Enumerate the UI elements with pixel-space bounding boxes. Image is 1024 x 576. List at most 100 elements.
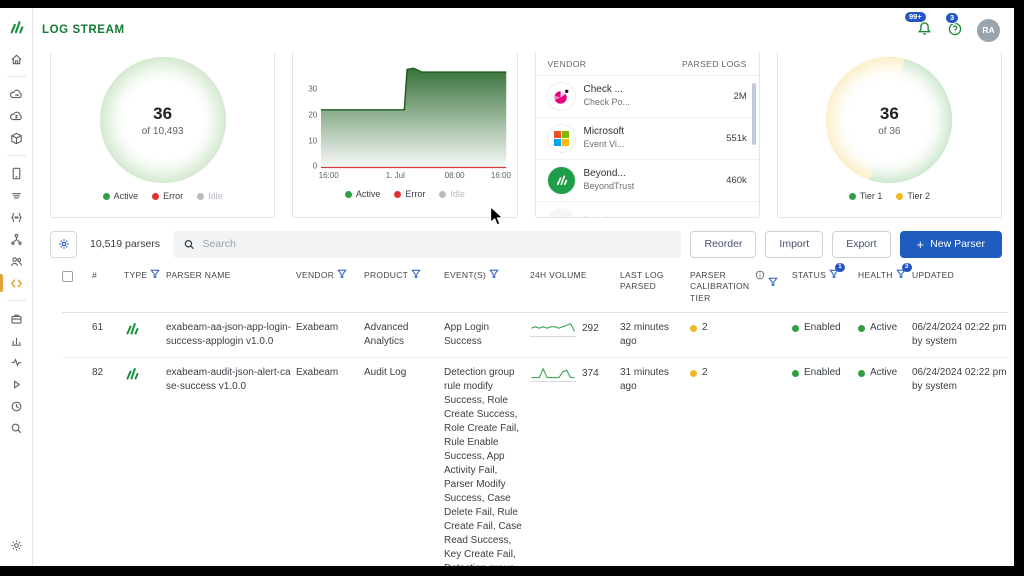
- sidebar-item-routing[interactable]: [0, 228, 33, 250]
- export-button[interactable]: Export: [832, 230, 891, 258]
- col-last-log[interactable]: LAST LOG PARSED: [620, 270, 664, 292]
- vendor-row-beyondtrust[interactable]: Beyond... BeyondTrust 460k: [535, 160, 759, 202]
- sidebar-item-cloud-collectors[interactable]: [0, 83, 33, 105]
- sidebar-item-parsers-active[interactable]: [0, 272, 33, 294]
- table-row[interactable]: 61 exabeam-aa-json-app-login-success-app…: [62, 313, 1008, 359]
- help-button[interactable]: 3: [945, 11, 963, 42]
- search-icon: [184, 239, 194, 249]
- col-status[interactable]: STATUS 1: [792, 263, 856, 282]
- status-donut-chart: 36 of 10,493: [99, 57, 226, 183]
- gear-icon: [58, 239, 69, 249]
- filter-icon[interactable]: [337, 269, 347, 282]
- parser-name[interactable]: exabeam-audit-json-alert-case-success v1…: [166, 367, 291, 393]
- import-button[interactable]: Import: [765, 230, 824, 258]
- filter-icon[interactable]: [150, 269, 161, 282]
- vendor-row-zscaler[interactable]: Zscaler: [536, 202, 759, 217]
- sidebar-item-dashboards[interactable]: [0, 329, 33, 351]
- col-health[interactable]: HEALTH 3: [858, 263, 912, 282]
- code-icon: [10, 278, 22, 288]
- parsed-logs-value: 551k: [726, 133, 747, 144]
- stacked-lines-icon: [11, 192, 21, 198]
- volume-cell: 292: [530, 321, 618, 338]
- calibration-tier: 2: [690, 366, 790, 380]
- tier-legend: Tier 1 Tier 2: [848, 191, 930, 201]
- vendor-scrollbar[interactable]: [751, 83, 756, 145]
- filter-icon-with-badge[interactable]: 1: [829, 263, 845, 282]
- active-dot: [102, 192, 110, 200]
- tier-donut-subtitle: of 36: [878, 125, 901, 137]
- table-body: 61 exabeam-aa-json-app-login-success-app…: [62, 313, 1008, 566]
- sidebar-item-log-feeds[interactable]: [0, 184, 33, 206]
- col-calibration-tier[interactable]: PARSER CALIBRATION TIER: [690, 270, 790, 304]
- sidebar-item-home[interactable]: [0, 48, 33, 70]
- tier-dot: [690, 370, 697, 378]
- avatar[interactable]: RA: [977, 18, 1000, 42]
- filter-icon[interactable]: [411, 269, 421, 282]
- help-badge: 3: [945, 11, 960, 24]
- sidebar: [0, 8, 33, 566]
- sidebar-item-automation[interactable]: [0, 373, 33, 395]
- row-number: 82: [92, 367, 104, 379]
- x-axis-labels: 16:00 1. Jul 08:00 16:00: [318, 171, 511, 180]
- sidebar-item-history[interactable]: [0, 395, 33, 417]
- table-settings-button[interactable]: [50, 230, 77, 258]
- sidebar-divider: [6, 300, 26, 301]
- table-header-row: # TYPE PARSER NAME VENDOR PRODUCT EVENT(…: [62, 263, 1008, 314]
- col-events[interactable]: EVENT(S): [444, 269, 528, 282]
- ytick-30: 30: [308, 84, 318, 94]
- search-input[interactable]: [202, 238, 672, 250]
- col-number[interactable]: #: [92, 270, 98, 280]
- sidebar-item-cloud-storage[interactable]: [0, 105, 33, 127]
- col-type[interactable]: TYPE: [124, 269, 164, 282]
- status-legend: Active Error Idle: [102, 191, 223, 201]
- search-bar[interactable]: [173, 230, 682, 258]
- col-vendor[interactable]: VENDOR: [296, 269, 362, 282]
- filter-icon[interactable]: [768, 277, 778, 290]
- mouse-cursor: [490, 207, 504, 226]
- parser-type-icon: [124, 321, 164, 342]
- microsoft-logo-icon: [547, 125, 575, 152]
- sidebar-item-exabeam-home[interactable]: [0, 16, 33, 38]
- tier-donut-chart: 36 of 36: [826, 57, 953, 183]
- card-calibration-tiers: 36 of 36 Tier 1 Tier 2: [776, 50, 1002, 218]
- area-chart: 30 20 10 0: [308, 63, 507, 171]
- last-log-parsed: 31 minutes ago: [620, 367, 669, 393]
- ytick-20: 20: [308, 110, 318, 120]
- status-donut-value: 36: [153, 103, 173, 123]
- col-parser-name[interactable]: PARSER NAME: [166, 270, 231, 280]
- col-updated[interactable]: UPDATED: [912, 270, 955, 280]
- vendor-name: Beyond...: [583, 168, 626, 179]
- sidebar-item-users[interactable]: [0, 250, 33, 272]
- sidebar-item-packages[interactable]: [0, 127, 33, 149]
- briefcase-icon: [10, 314, 22, 324]
- sidebar-item-devices[interactable]: [0, 162, 33, 184]
- bar-chart-icon: [11, 337, 21, 346]
- status: Enabled: [792, 366, 856, 380]
- ytick-10: 10: [308, 136, 318, 146]
- beyondtrust-logo-icon: [547, 167, 575, 194]
- col-product[interactable]: PRODUCT: [364, 269, 442, 282]
- info-icon[interactable]: [755, 270, 765, 280]
- sidebar-item-collections[interactable]: [0, 206, 33, 228]
- error-dot: [152, 192, 160, 200]
- sidebar-item-cases[interactable]: [0, 307, 33, 329]
- sidebar-item-activity[interactable]: [0, 351, 33, 373]
- table-row[interactable]: 82 exabeam-audit-json-alert-case-success…: [62, 358, 1008, 566]
- reorder-button[interactable]: Reorder: [690, 230, 757, 258]
- parser-name[interactable]: exabeam-aa-json-app-login-success-applog…: [166, 322, 292, 348]
- volume-sparkline: [530, 323, 576, 338]
- sidebar-item-settings[interactable]: [0, 534, 33, 556]
- col-24h-volume[interactable]: 24H VOLUME: [530, 270, 587, 280]
- vendor-row-microsoft[interactable]: Microsoft Event Vi... 551k: [535, 118, 759, 160]
- notifications-button[interactable]: 99+: [904, 10, 933, 42]
- select-all-checkbox[interactable]: [62, 271, 73, 282]
- health-filter-badge: 3: [901, 263, 912, 272]
- new-parser-button[interactable]: + New Parser: [899, 230, 1002, 258]
- sidebar-divider: [6, 155, 26, 156]
- checkpoint-logo-icon: [547, 83, 575, 110]
- filter-icon[interactable]: [489, 269, 499, 282]
- sidebar-item-search[interactable]: [0, 417, 33, 439]
- hierarchy-icon: [10, 233, 22, 245]
- filter-icon-with-badge[interactable]: 3: [895, 263, 912, 282]
- vendor-row-checkpoint[interactable]: Check ... Check Po... 2M: [535, 76, 759, 118]
